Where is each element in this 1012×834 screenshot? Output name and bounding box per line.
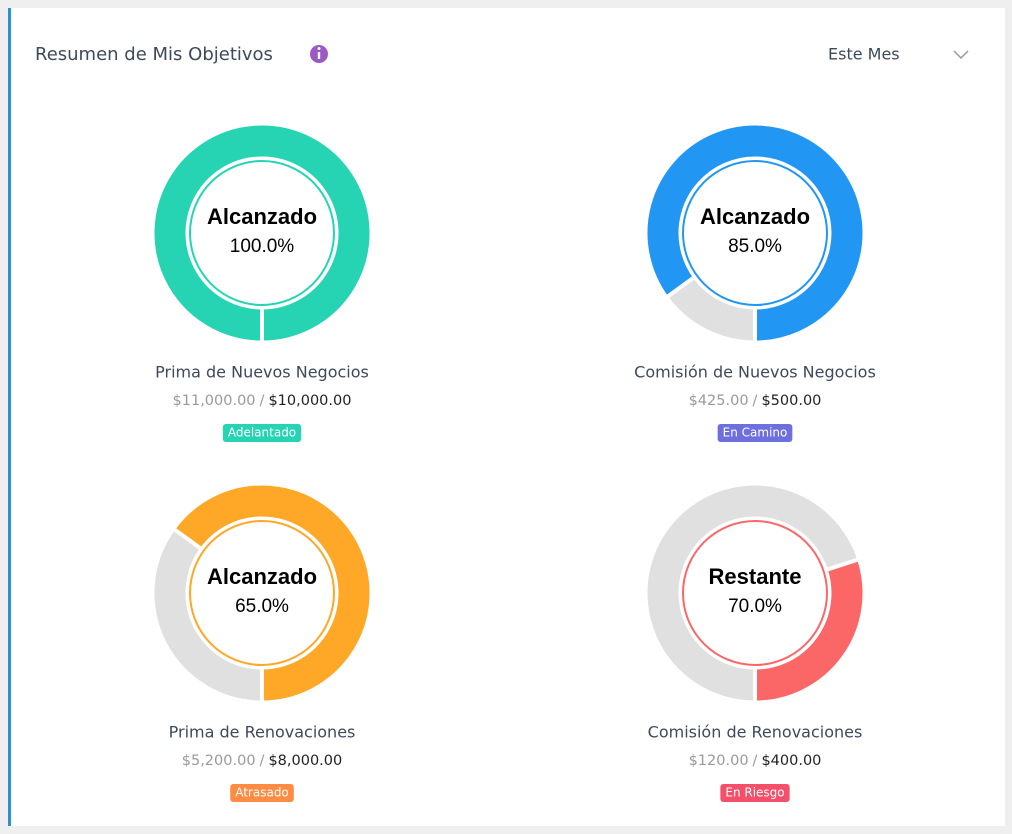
status-word: Restante [709, 564, 802, 589]
ring-progress [647, 125, 863, 341]
percent: 65.0% [235, 596, 289, 617]
ring-rest [668, 277, 756, 341]
badge-text: En Riesgo [725, 786, 784, 800]
amounts: $120.00/$400.00 [689, 753, 822, 769]
title: Resumen de Mis Objetivos [35, 44, 273, 65]
inner-ring [682, 520, 828, 666]
badge-text: Adelantado [228, 426, 296, 440]
panel [8, 8, 1005, 826]
badge [230, 784, 294, 802]
status-word: Alcanzado [700, 204, 810, 229]
badge-text: En Camino [723, 426, 788, 440]
separator: / [753, 753, 758, 769]
ring-gap [665, 275, 696, 299]
percent: 85.0% [728, 236, 782, 257]
badge [222, 424, 302, 442]
amounts: $425.00/$500.00 [689, 393, 822, 409]
ring-progress [754, 559, 863, 701]
badge-text: Atrasado [235, 786, 289, 800]
target: $8,000.00 [268, 753, 342, 769]
info-icon[interactable] [310, 45, 328, 63]
percent: 100.0% [230, 236, 295, 257]
inner-ring [189, 160, 335, 306]
inner-ring [189, 520, 335, 666]
actual: $120.00 [689, 753, 749, 769]
ring-progress [154, 125, 370, 341]
target: $400.00 [761, 753, 821, 769]
card-label: Comisión de Nuevos Negocios [634, 363, 876, 382]
period: Este Mes [828, 45, 900, 64]
inner-ring [682, 160, 828, 306]
badge [717, 424, 793, 442]
amounts: $11,000.00/$10,000.00 [173, 393, 352, 409]
period-select[interactable]: Este Mes [828, 45, 969, 64]
ring-progress [175, 485, 370, 701]
target: $10,000.00 [268, 393, 351, 409]
card-label: Prima de Nuevos Negocios [155, 363, 369, 382]
separator: / [260, 393, 265, 409]
actual: $11,000.00 [173, 393, 256, 409]
amounts: $5,200.00/$8,000.00 [182, 753, 342, 769]
badge [720, 784, 790, 802]
card-label: Comisión de Renovaciones [648, 723, 863, 742]
percent: 70.0% [728, 596, 782, 617]
ring-rest [647, 485, 858, 701]
actual: $425.00 [689, 393, 749, 409]
accent-bar [8, 8, 11, 826]
ring-gap [825, 557, 860, 572]
chevron [953, 50, 969, 60]
separator: / [260, 753, 265, 769]
status-word: Alcanzado [207, 204, 317, 229]
actual: $5,200.00 [182, 753, 256, 769]
status-word: Alcanzado [207, 564, 317, 589]
ring-rest [154, 529, 263, 701]
card-label: Prima de Renovaciones [169, 723, 356, 742]
separator: / [753, 393, 758, 409]
target: $500.00 [761, 393, 821, 409]
ring-gap [172, 527, 203, 551]
